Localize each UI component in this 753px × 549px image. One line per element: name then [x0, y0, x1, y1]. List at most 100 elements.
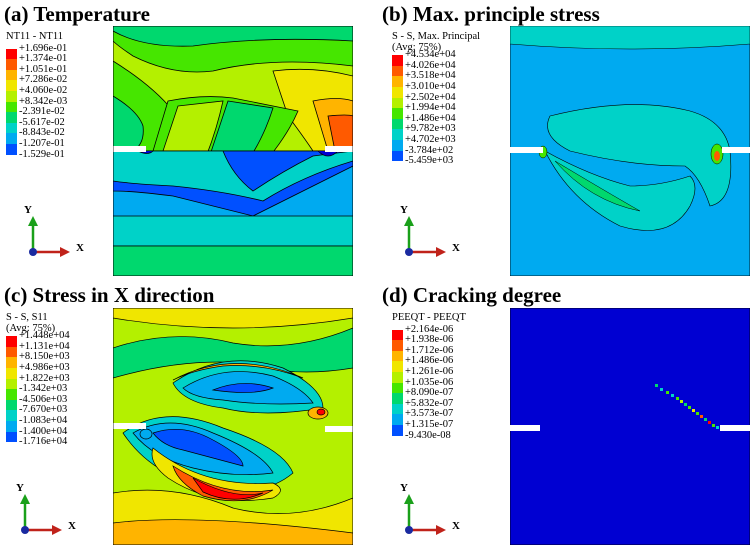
axis-x-label: X [68, 520, 76, 532]
legend-color-swatch [6, 389, 17, 400]
legend-entry: -7.670e+03 [6, 405, 67, 421]
legend-color-swatch [6, 90, 17, 102]
legend-color-swatch [392, 118, 403, 130]
legend-value: +2.502e+04 [405, 91, 456, 103]
legend-color-swatch [6, 59, 17, 70]
panel-a-title: (a) Temperature [4, 2, 151, 26]
crack-path [655, 384, 719, 429]
legend-entry: +1.486e+04 [392, 113, 480, 130]
legend-value: -5.459e+03 [405, 155, 454, 167]
legend-color-swatch [392, 329, 403, 341]
axis-triad-d: Y X [396, 482, 466, 542]
legend-value: +2.164e-06 [405, 323, 454, 335]
legend-entry: -1.342e+03 [6, 384, 67, 400]
legend-color-swatch [392, 350, 403, 362]
legend-color-swatch [6, 101, 17, 113]
legend-value: -2.391e-02 [19, 106, 65, 118]
legend-value: +1.938e-06 [405, 334, 454, 346]
legend-color-swatch [392, 86, 403, 98]
contour-plot-stress-x [113, 308, 353, 545]
legend-value: +7.286e-02 [19, 74, 68, 86]
contour-plot-max-principal-stress [510, 26, 750, 276]
legend-value: -1.529e-01 [19, 148, 65, 160]
legend-color-swatch [6, 80, 17, 91]
legend-value: -1.400e+04 [19, 425, 68, 437]
legend-color-swatch [392, 129, 403, 140]
legend-entry: +3.573e-07 [392, 409, 466, 425]
legend-entry: -3.784e+02 [392, 145, 480, 162]
legend-entry: +1.448e+04 [6, 331, 70, 347]
legend-value: -7.670e+03 [19, 404, 68, 416]
legend-value: +1.374e-01 [19, 53, 68, 65]
legend-value: -9.430e-08 [405, 429, 451, 441]
legend-value: +1.712e-06 [405, 344, 454, 356]
legend-entry: +4.026e+04 [392, 60, 480, 77]
legend-entry: +4.060e-02 [6, 85, 67, 102]
legend-entry: -5.617e-02 [6, 117, 65, 134]
legend-value: +1.315e-07 [405, 418, 454, 430]
legend-value: +1.051e-01 [19, 63, 68, 75]
legend-color-swatch [6, 143, 17, 155]
legend-entry: +1.486e-06 [392, 356, 466, 372]
legend-entry: -8.843e-02 [6, 128, 65, 144]
legend-value: +8.342e-03 [19, 95, 68, 107]
axis-y-label: Y [16, 482, 24, 494]
legend-entry: +4.986e+03 [6, 362, 70, 379]
legend-entry: +4.702e+03 [392, 134, 480, 151]
legend-entry: -9.430e-08 [392, 430, 466, 440]
legend-entry: +1.696e-01 [6, 43, 67, 60]
legend-value: -1.083e+04 [19, 414, 68, 426]
legend-value: +9.782e+03 [405, 123, 456, 135]
legend-a: NT11 - NT11 +1.696e-01 +1.374e-01 +1.051e-… [6, 31, 67, 159]
legend-color-swatch [6, 346, 17, 358]
legend-value: +1.261e-06 [405, 365, 454, 377]
legend-value: +1.696e-01 [19, 42, 68, 54]
legend-value: +1.448e+04 [19, 330, 70, 342]
legend-value: +3.518e+04 [405, 70, 456, 82]
legend-value: +1.822e+03 [19, 372, 70, 384]
legend-value: +4.986e+03 [19, 361, 70, 373]
contour-plot-cracking [510, 308, 750, 545]
legend-c-header: S - S, S11 [6, 312, 48, 323]
legend-b-avg: (Avg: 75%) [392, 41, 442, 53]
legend-color-swatch [6, 420, 17, 432]
legend-color-swatch [392, 76, 403, 87]
legend-value: +4.026e+04 [405, 59, 456, 71]
legend-entry: +1.938e-06 [392, 335, 466, 351]
contour-plot-temperature [113, 26, 353, 276]
legend-color-swatch [6, 48, 17, 60]
legend-color-swatch [392, 139, 403, 151]
legend-entry: -1.529e-01 [6, 149, 65, 159]
legend-value: +1.486e-06 [405, 355, 454, 367]
legend-entry: -1.083e+04 [6, 415, 67, 432]
panel-d-title: (d) Cracking degree [382, 283, 562, 307]
legend-value: -1.207e-01 [19, 137, 65, 149]
panel-c-title: (c) Stress in X direction [4, 283, 215, 307]
axis-triad-c: Y X [12, 482, 82, 542]
legend-color-swatch [6, 367, 17, 379]
axis-y-label: Y [24, 204, 32, 216]
axis-x-label: X [452, 242, 460, 254]
legend-d: PEEQT - PEEQT +2.164e-06 +1.938e-06 +1.712… [392, 312, 466, 440]
legend-value: -4.506e+03 [19, 393, 68, 405]
legend-color-swatch [392, 55, 403, 66]
axis-y-label: Y [400, 204, 408, 216]
legend-value: +8.090e-07 [405, 387, 454, 399]
legend-color-swatch [392, 371, 403, 383]
legend-color-swatch [6, 399, 17, 411]
legend-b-header: S - S, Max. Principal [392, 31, 481, 42]
axis-x-label: X [76, 242, 84, 254]
legend-value: +5.832e-07 [405, 397, 454, 409]
axis-triad-icon [20, 494, 62, 535]
legend-value: +3.010e+04 [405, 80, 456, 92]
legend-color-swatch [392, 424, 403, 436]
legend-entry: +8.342e-03 [6, 96, 67, 113]
legend-value: +4.534e+04 [405, 49, 456, 61]
legend-value: -3.784e+02 [405, 144, 454, 156]
legend-color-swatch [6, 69, 17, 81]
axis-x-label: X [452, 520, 460, 532]
axis-triad-icon [28, 216, 70, 257]
legend-entry: +8.090e-07 [392, 388, 466, 404]
axis-triad-icon [404, 494, 446, 535]
legend-entry: -1.716e+04 [6, 437, 67, 447]
